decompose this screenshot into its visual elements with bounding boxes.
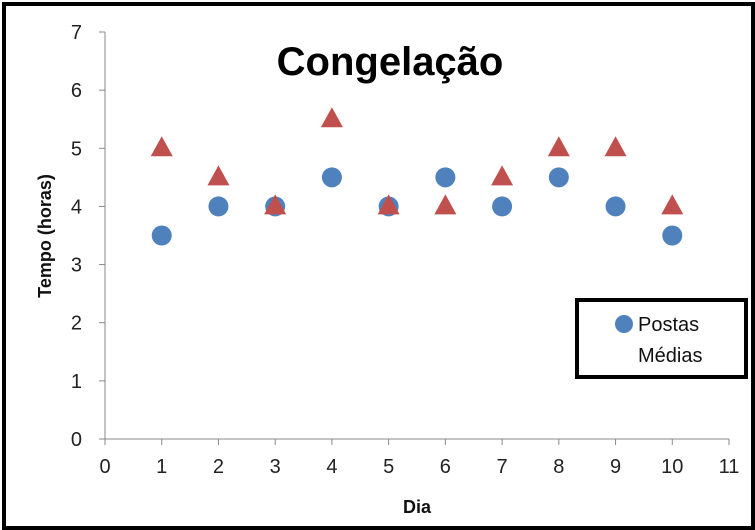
y-tick-label: 4 — [71, 196, 82, 218]
x-tick-label: 7 — [497, 456, 508, 478]
point-postas — [492, 196, 513, 217]
y-tick-label: 5 — [71, 138, 82, 160]
point-postas — [208, 196, 229, 217]
y-tick-label: 1 — [71, 371, 82, 393]
y-axis-label: Tempo (horas) — [35, 174, 55, 298]
x-tick-label: 1 — [156, 456, 167, 478]
y-tick-label: 6 — [71, 80, 82, 102]
legend-label-medias: Médias — [638, 345, 702, 367]
x-tick-label: 3 — [270, 456, 281, 478]
legend: Postas Médias — [575, 298, 748, 379]
legend-marker-postas — [615, 315, 633, 333]
point-medias — [377, 194, 400, 215]
point-medias — [320, 107, 343, 128]
point-medias — [491, 165, 514, 186]
legend-label-postas: Postas — [638, 314, 699, 336]
y-tick-label: 7 — [71, 22, 82, 44]
axes — [104, 32, 729, 440]
point-medias — [434, 194, 457, 215]
y-tick-label: 3 — [71, 255, 82, 277]
x-tick-label: 11 — [719, 456, 740, 478]
legend-box — [575, 298, 748, 379]
y-tick-label: 0 — [71, 429, 82, 451]
point-medias — [661, 194, 684, 215]
marks — [150, 107, 684, 246]
point-postas — [548, 167, 569, 188]
point-medias — [604, 136, 627, 157]
x-tick-label: 5 — [383, 456, 394, 478]
x-tick-label: 8 — [553, 456, 564, 478]
point-postas — [151, 225, 172, 246]
point-postas — [435, 167, 456, 188]
x-axis-label: Dia — [403, 497, 432, 517]
x-tick-label: 2 — [213, 456, 224, 478]
point-medias — [207, 165, 230, 186]
point-postas — [662, 225, 683, 246]
point-medias — [264, 194, 287, 215]
point-medias — [547, 136, 570, 157]
chart-title: Congelação — [277, 40, 504, 84]
point-postas — [605, 196, 626, 217]
x-tick-label: 10 — [661, 456, 683, 478]
ticks: 0 1 2 3 4 5 6 7 8 9 10 11 0 1 2 3 4 5 6 7 — [71, 22, 740, 478]
x-tick-label: 0 — [99, 456, 110, 478]
x-tick-label: 4 — [326, 456, 337, 478]
point-medias — [150, 136, 173, 157]
y-tick-label: 2 — [71, 313, 82, 335]
x-tick-label: 9 — [610, 456, 621, 478]
point-postas — [321, 167, 342, 188]
x-tick-label: 6 — [440, 456, 451, 478]
